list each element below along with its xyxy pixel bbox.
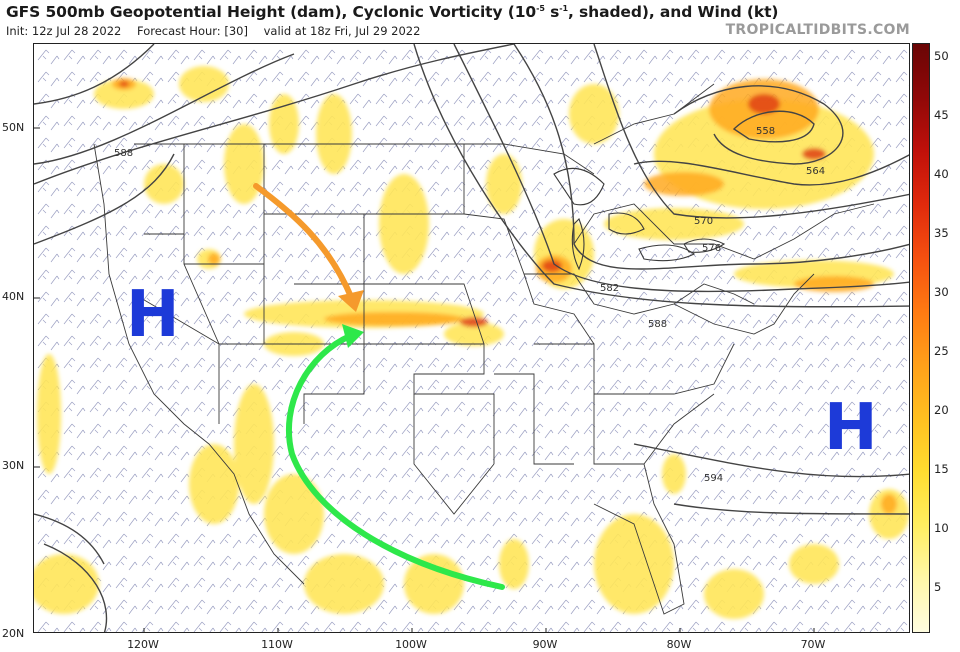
colorbar-label: 35 <box>934 226 949 240</box>
high-pressure-west: H <box>126 278 180 352</box>
lon-label: 70W <box>800 638 826 651</box>
green-arrow <box>285 324 505 590</box>
lat-label: 40N <box>2 290 25 303</box>
lon-label: 120W <box>127 638 159 651</box>
lon-label: 100W <box>395 638 427 651</box>
weather-map: 588 558 564 570 576 582 588 594 <box>33 43 910 633</box>
map-title: GFS 500mb Geopotential Height (dam), Cyc… <box>6 3 779 21</box>
orange-arrow <box>253 183 364 312</box>
lon-label: 80W <box>666 638 692 651</box>
colorbar-label: 10 <box>934 521 949 535</box>
colorbar-label: 25 <box>934 344 949 358</box>
lat-label: 50N <box>2 121 25 134</box>
height-contours <box>34 44 909 632</box>
init-time: Init: 12z Jul 28 2022 <box>6 24 122 38</box>
brand-watermark: TROPICALTIDBITS.COM <box>725 22 910 38</box>
contour-label: 558 <box>756 126 775 137</box>
contour-label: 588 <box>114 148 133 159</box>
contour-label: 570 <box>694 216 713 227</box>
great-lakes <box>553 167 726 271</box>
colorbar-label: 15 <box>934 462 949 476</box>
colorbar-label: 30 <box>934 285 949 299</box>
forecast-hour: Forecast Hour: [30] <box>136 24 248 38</box>
colorbar-label: 5 <box>934 580 942 594</box>
map-canvas: 588 558 564 570 576 582 588 594 <box>34 44 909 632</box>
contour-label: 588 <box>648 319 667 330</box>
contour-label: 564 <box>806 166 825 177</box>
lat-label: 30N <box>2 459 25 472</box>
graticule-ticks <box>34 127 815 632</box>
colorbar-label: 45 <box>934 108 949 122</box>
contour-label: 582 <box>600 283 619 294</box>
colorbar-label: 40 <box>934 167 949 181</box>
map-subtitle: Init: 12z Jul 28 2022 Forecast Hour: [30… <box>6 24 432 38</box>
valid-time: valid at 18z Fri, Jul 29 2022 <box>263 24 421 38</box>
colorbar-label: 20 <box>934 403 949 417</box>
lon-label: 90W <box>532 638 558 651</box>
contour-labels: 588 558 564 570 576 582 588 594 <box>114 126 825 484</box>
contour-label: 594 <box>704 473 723 484</box>
political-boundaries <box>93 83 875 615</box>
lon-label: 110W <box>261 638 293 651</box>
lat-label: 20N <box>2 627 25 640</box>
vorticity-colorbar <box>912 43 930 633</box>
high-pressure-east: H <box>824 391 878 465</box>
contour-label: 576 <box>702 243 721 254</box>
colorbar-label: 50 <box>934 49 949 63</box>
